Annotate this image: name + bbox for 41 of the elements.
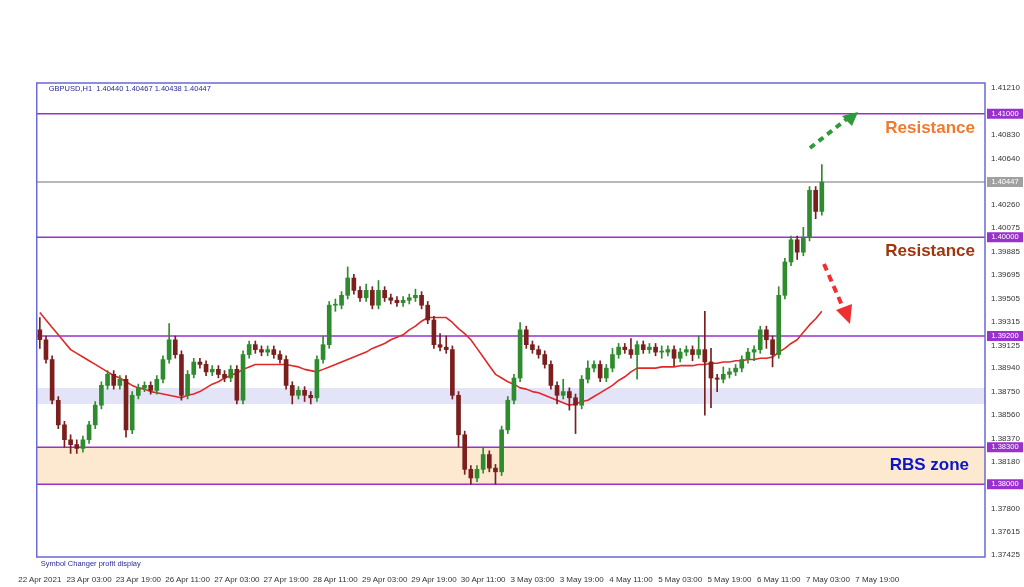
y-tick-label: 1.40260: [991, 200, 1021, 210]
x-tick-label: 7 May 19:00: [855, 575, 900, 584]
y-tick-label: 1.40830: [991, 130, 1021, 140]
y-tick-label: 1.40640: [991, 153, 1021, 163]
candlestick: [209, 365, 215, 376]
x-tick-label: 3 May 19:00: [559, 575, 605, 584]
y-tick-label: 1.37800: [991, 504, 1021, 514]
y-tick-label: 1.39315: [991, 317, 1021, 327]
x-tick-label: 5 May 19:00: [707, 575, 753, 584]
y-tick-label: 1.38370: [991, 433, 1021, 443]
ref-line-label: Resistance: [885, 117, 975, 137]
y-tick-label: 1.39885: [991, 246, 1021, 256]
x-tick-label: 4 May 11:00: [609, 575, 654, 584]
x-tick-label: 27 Apr 03:00: [214, 575, 261, 584]
x-tick-label: 22 Apr 2021: [18, 575, 62, 584]
x-tick-label: 5 May 03:00: [658, 575, 703, 584]
y-tick-label: 1.40075: [991, 223, 1021, 233]
x-tick-label: 27 Apr 19:00: [263, 575, 310, 584]
y-tick-label: 1.38940: [991, 363, 1021, 373]
y-tick-label: 1.38750: [991, 386, 1021, 396]
x-tick-label: 23 Apr 03:00: [66, 575, 113, 584]
x-tick-label: 28 Apr 11:00: [312, 575, 359, 584]
x-tick-label: 6 May 11:00: [757, 575, 801, 584]
ref-line-label: Resistance: [885, 240, 975, 260]
y-tick-label: 1.37425: [991, 550, 1021, 560]
x-tick-label: 30 Apr 11:00: [460, 575, 507, 584]
x-tick-label: 3 May 03:00: [510, 575, 555, 584]
x-tick-label: 29 Apr 19:00: [411, 575, 458, 584]
y-tick-label: 1.38180: [991, 457, 1021, 467]
y-tick-label: 1.41210: [991, 83, 1021, 93]
x-tick-label: 7 May 03:00: [805, 575, 851, 584]
y-tick-label: 1.38560: [991, 410, 1021, 420]
x-tick-label: 23 Apr 19:00: [115, 575, 162, 584]
candlestick: [622, 343, 628, 354]
y-tick-label: 1.37615: [991, 526, 1021, 536]
y-tick-label: 1.39505: [991, 293, 1021, 303]
y-tick-label: 1.39125: [991, 340, 1021, 350]
x-tick-label: 26 Apr 11:00: [165, 575, 211, 584]
y-tick-label: 1.39695: [991, 270, 1021, 280]
x-tick-label: 29 Apr 03:00: [361, 575, 408, 584]
band-label: RBS zone: [889, 455, 969, 475]
